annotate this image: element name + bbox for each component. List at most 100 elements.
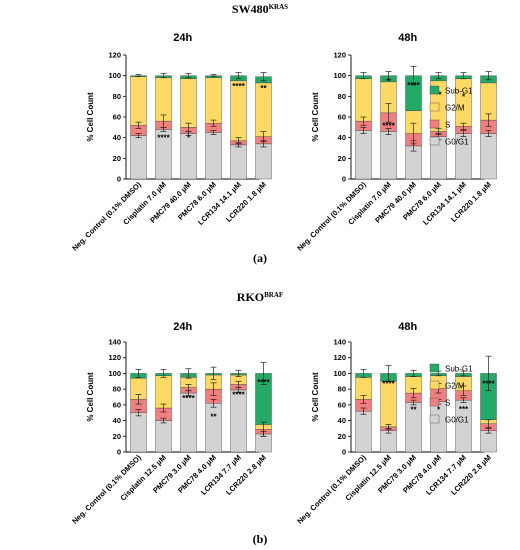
- significance-marker: ****: [257, 378, 270, 387]
- y-tick-label: 40: [338, 416, 346, 425]
- y-tick-label: 120: [333, 51, 346, 60]
- y-tick-label: 60: [113, 400, 121, 409]
- significance-marker: *: [387, 77, 391, 86]
- significance-marker: ****: [232, 391, 245, 400]
- y-axis-label: % Cell Count: [86, 92, 95, 142]
- legend-swatch: [429, 102, 440, 112]
- y-tick-label: 40: [113, 416, 121, 425]
- bar-segment-g2-m: [130, 76, 147, 126]
- significance-marker: ***: [459, 405, 469, 414]
- chart-title: 48h: [398, 32, 417, 44]
- panel-b-title-main: RKO: [237, 290, 264, 304]
- significance-marker: *: [462, 92, 466, 101]
- y-tick-label: 120: [108, 353, 121, 362]
- y-tick-label: 0: [342, 448, 346, 457]
- bar-segment-g0-g1: [380, 131, 397, 180]
- significance-marker: **: [260, 84, 267, 93]
- y-tick-label: 40: [113, 133, 121, 142]
- y-axis-label: % Cell Count: [311, 92, 320, 142]
- bar-segment-g2-m: [355, 78, 372, 122]
- bar-segment-g0-g1: [355, 410, 372, 453]
- significance-marker: ****: [157, 134, 170, 143]
- legend-swatch: [429, 119, 440, 129]
- bar-segment-g2-m: [155, 375, 172, 409]
- bar-segment-g0-g1: [155, 420, 172, 453]
- legend-swatch: [429, 136, 440, 146]
- legend-label: G2/M: [445, 104, 465, 113]
- bar-segment-g0-g1: [205, 403, 222, 453]
- x-tick-label: LCR134 14.1 µM: [421, 180, 468, 227]
- legend-label: G0/G1: [445, 138, 469, 147]
- y-tick-label: 0: [342, 175, 346, 184]
- significance-marker: *: [187, 134, 191, 143]
- y-tick-label: 100: [108, 369, 121, 378]
- panel-a-title: SW480KRAS: [232, 2, 288, 16]
- x-tick-label: LCR134 14.1 µM: [196, 180, 243, 227]
- bar-segment-g0-g1: [355, 130, 372, 180]
- y-tick-label: 140: [108, 338, 121, 347]
- legend-swatch: [429, 380, 440, 390]
- bar-segment-g0-g1: [255, 143, 272, 180]
- significance-marker: ****: [182, 394, 195, 403]
- legends-layer: Sub-G1 G2/M S G0/G1 Sub-G1 G2/M S G0/G1: [429, 85, 473, 425]
- chart-title: 48h: [398, 321, 417, 333]
- y-tick-label: 60: [338, 113, 346, 122]
- legend-label: S: [445, 399, 450, 408]
- significance-marker: ****: [407, 81, 420, 90]
- y-tick-label: 80: [338, 385, 346, 394]
- y-tick-label: 20: [338, 154, 346, 163]
- panel-b-title-sup: BRAF: [264, 291, 283, 299]
- legend-label: Sub-G1: [445, 365, 473, 374]
- panel-b-title: RKOBRAF: [237, 290, 283, 304]
- y-tick-label: 100: [108, 71, 121, 80]
- panel-b-label: (b): [253, 532, 268, 546]
- y-axis-label: % Cell Count: [86, 372, 95, 422]
- panel-a-title-sup: KRAS: [269, 3, 289, 11]
- legend-swatch: [429, 85, 440, 95]
- bar-segment-g0-g1: [130, 412, 147, 453]
- y-tick-label: 140: [333, 338, 346, 347]
- y-tick-label: 20: [338, 432, 346, 441]
- significance-marker: **: [435, 90, 442, 99]
- legend-swatch: [429, 397, 440, 407]
- y-tick-label: 100: [333, 71, 346, 80]
- y-tick-label: 100: [333, 369, 346, 378]
- significance-marker: ****: [382, 121, 395, 130]
- y-tick-label: 60: [113, 113, 121, 122]
- y-axis-label: % Cell Count: [311, 372, 320, 422]
- significance-marker: ****: [232, 82, 245, 91]
- bar-segment-g2-m: [205, 77, 222, 124]
- y-tick-label: 80: [113, 92, 121, 101]
- bar-segment-g0-g1: [480, 133, 497, 180]
- bar-segment-g0-g1: [230, 144, 247, 180]
- chart-title: 24h: [173, 32, 192, 44]
- y-tick-label: 120: [108, 51, 121, 60]
- bar-segment-g0-g1: [480, 430, 497, 453]
- legend-swatch: [429, 414, 440, 424]
- significance-marker: ****: [382, 380, 395, 389]
- bar-segment-g2-m: [180, 78, 197, 128]
- bar-segment-g0-g1: [380, 430, 397, 453]
- legend-0: Sub-G1 G2/M S G0/G1: [429, 85, 473, 147]
- legend-1: Sub-G1 G2/M S G0/G1: [429, 363, 473, 425]
- y-tick-label: 80: [113, 385, 121, 394]
- y-tick-label: 120: [333, 353, 346, 362]
- significance-marker: **: [410, 406, 417, 415]
- y-tick-label: 0: [117, 175, 121, 184]
- y-tick-label: 60: [338, 400, 346, 409]
- significance-marker: **: [210, 413, 217, 422]
- bar-segment-g0-g1: [130, 135, 147, 180]
- panel-a-label: (a): [253, 251, 267, 265]
- legend-label: S: [445, 121, 450, 130]
- significance-marker: *: [437, 406, 441, 415]
- legend-swatch: [429, 363, 440, 373]
- legend-label: Sub-G1: [445, 87, 473, 96]
- legend-label: G0/G1: [445, 416, 469, 425]
- y-tick-label: 80: [338, 92, 346, 101]
- y-tick-label: 40: [338, 133, 346, 142]
- bar-segment-g0-g1: [255, 433, 272, 453]
- significance-marker: ****: [482, 380, 495, 389]
- y-tick-label: 20: [113, 154, 121, 163]
